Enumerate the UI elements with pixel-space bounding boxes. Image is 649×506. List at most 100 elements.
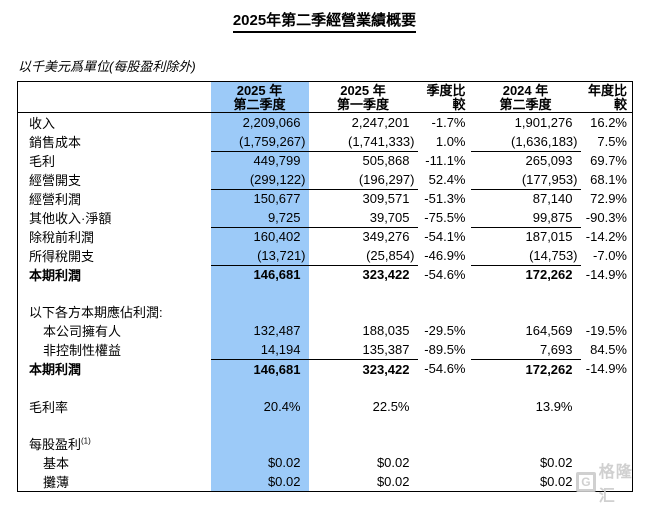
row-label: 經營利潤 <box>29 192 82 207</box>
value-cell: 309,571 <box>362 191 410 207</box>
value-cell <box>581 302 633 321</box>
value-cell: -54.6% <box>424 361 466 377</box>
table-row: 經營利潤 150,677 309,571 -51.3% 87,140 72.9% <box>18 189 633 208</box>
value-cell <box>309 284 418 302</box>
row-label: 本公司擁有人 <box>43 324 122 340</box>
column-header-line: 2024 年 <box>502 83 549 98</box>
row-label: 每股盈利(1) <box>29 436 91 452</box>
table-row: 以下各方本期應佔利潤: <box>18 302 633 322</box>
value-cell: 164,569 <box>525 323 573 339</box>
table-row: 收入 2,209,066 2,247,201 -1.7% 1,901,276 16.2% <box>18 112 633 132</box>
table-row: 非控制性權益 14,194 135,387 -89.5% 7,693 84.5% <box>18 340 633 360</box>
row-label: 本期利潤 <box>29 362 82 378</box>
value-cell: $0.02 <box>376 454 410 470</box>
value-cell: (1,636,183) <box>470 132 581 152</box>
value-cell: 1.0% <box>435 134 466 149</box>
row-label: 毛利 <box>29 154 56 169</box>
value-cell: 14,194 <box>210 340 309 360</box>
value-cell: 349,276 <box>362 229 410 245</box>
value-cell: 16.2% <box>590 115 627 130</box>
value-cell <box>581 434 633 453</box>
value-cell: -75.5% <box>424 210 466 225</box>
column-header-line: 第二季度 <box>233 97 286 112</box>
results-table: 2025 年 第二季度 2025 年 第一季度 季度比較 2024 年 第二季度… <box>17 81 633 492</box>
value-cell: 52.4% <box>428 172 466 187</box>
table-header-row: 2025 年 第二季度 2025 年 第一季度 季度比較 2024 年 第二季度… <box>17 81 633 113</box>
page-title-text: 2025年第二季經營業績概要 <box>232 9 417 33</box>
value-cell: -90.3% <box>585 210 627 225</box>
value-cell <box>418 453 471 472</box>
table-row: 毛利 449,799 505,868 -11.1% 265,093 69.7% <box>18 151 633 170</box>
value-cell <box>418 397 471 416</box>
value-cell: (1,741,333) <box>308 132 418 152</box>
value-cell <box>210 433 309 453</box>
row-label: 毛利率 <box>29 399 69 415</box>
table-row <box>18 415 633 434</box>
table-row: 本公司擁有人 132,487 188,035 -29.5% 164,569 -19.5% <box>18 321 633 341</box>
table-row <box>18 378 633 397</box>
value-cell: -29.5% <box>424 323 466 339</box>
row-label: 基本 <box>43 455 70 471</box>
value-cell <box>210 302 309 322</box>
row-label: 除稅前利潤 <box>29 230 95 245</box>
value-cell <box>309 434 418 453</box>
value-cell <box>309 302 418 321</box>
row-label: 所得稅開支 <box>29 249 95 264</box>
value-cell: (196,297) <box>308 170 418 190</box>
value-cell: $0.02 <box>539 473 573 489</box>
value-cell <box>418 378 471 396</box>
table-row: 其他收入·淨額 9,725 39,705 -75.5% 99,875 -90.3% <box>18 208 633 228</box>
value-cell <box>471 416 581 434</box>
value-cell: 265,093 <box>525 153 573 169</box>
value-cell: (1,759,267) <box>210 132 309 152</box>
value-cell: 2,247,201 <box>351 115 410 130</box>
value-cell: 187,015 <box>525 229 573 245</box>
value-cell <box>418 434 471 453</box>
value-cell: 505,868 <box>362 153 410 169</box>
value-cell <box>471 434 581 453</box>
row-label: 經營開支 <box>29 173 82 188</box>
value-cell: -14.9% <box>585 361 627 377</box>
value-cell: 132,487 <box>210 321 309 341</box>
value-cell: 22.5% <box>372 398 410 414</box>
table-row: 每股盈利(1) <box>18 433 633 453</box>
value-cell <box>210 415 309 434</box>
value-cell <box>418 472 471 492</box>
table-row: 基本 $0.02 $0.02 $0.02 <box>18 452 633 472</box>
watermark: G 格隆汇 <box>576 458 649 506</box>
value-cell <box>581 416 633 434</box>
column-header-line: 年度比較 <box>587 83 627 112</box>
column-header-line: 第二季度 <box>499 97 552 112</box>
value-cell: -1.7% <box>431 115 466 130</box>
row-label: 本期利潤 <box>29 268 82 283</box>
value-cell: 84.5% <box>590 342 627 358</box>
column-header-q1-2025: 2025 年 第一季度 <box>308 81 418 113</box>
value-cell: 449,799 <box>210 151 309 170</box>
column-header-qoq: 季度比較 <box>417 81 471 113</box>
value-cell: -19.5% <box>585 323 627 339</box>
table-row: 經營開支 (299,122) (196,297) 52.4% (177,953) 68.1… <box>18 170 633 190</box>
value-cell: 7.5% <box>597 134 627 149</box>
value-cell: 7,693 <box>470 340 581 360</box>
table-row <box>18 284 633 303</box>
value-cell: $0.02 <box>539 454 573 470</box>
value-cell: -54.6% <box>424 267 466 282</box>
table-row: 銷售成本 (1,759,267) (1,741,333) 1.0% (1,636,183… <box>18 132 633 152</box>
table-row: 本期利潤 146,681 323,422 -54.6% 172,262 -14.9% <box>18 265 633 284</box>
value-cell <box>581 284 633 302</box>
value-cell: 1,901,276 <box>514 115 573 130</box>
value-cell <box>210 284 309 303</box>
page-title: 2025年第二季經營業績概要 <box>0 9 649 33</box>
value-cell: 160,402 <box>210 227 309 246</box>
value-cell: 68.1% <box>590 172 627 187</box>
column-header-line: 第一季度 <box>336 97 389 112</box>
column-header-line: 季度比較 <box>426 83 466 112</box>
row-label <box>18 378 211 396</box>
value-cell: 188,035 <box>362 323 410 339</box>
value-cell: $0.02 <box>210 471 309 492</box>
value-cell <box>418 284 471 302</box>
row-label: 其他收入·淨額 <box>29 211 112 226</box>
value-cell: -89.5% <box>424 342 466 358</box>
row-label: 非控制性權益 <box>43 343 122 359</box>
value-cell <box>581 378 633 396</box>
